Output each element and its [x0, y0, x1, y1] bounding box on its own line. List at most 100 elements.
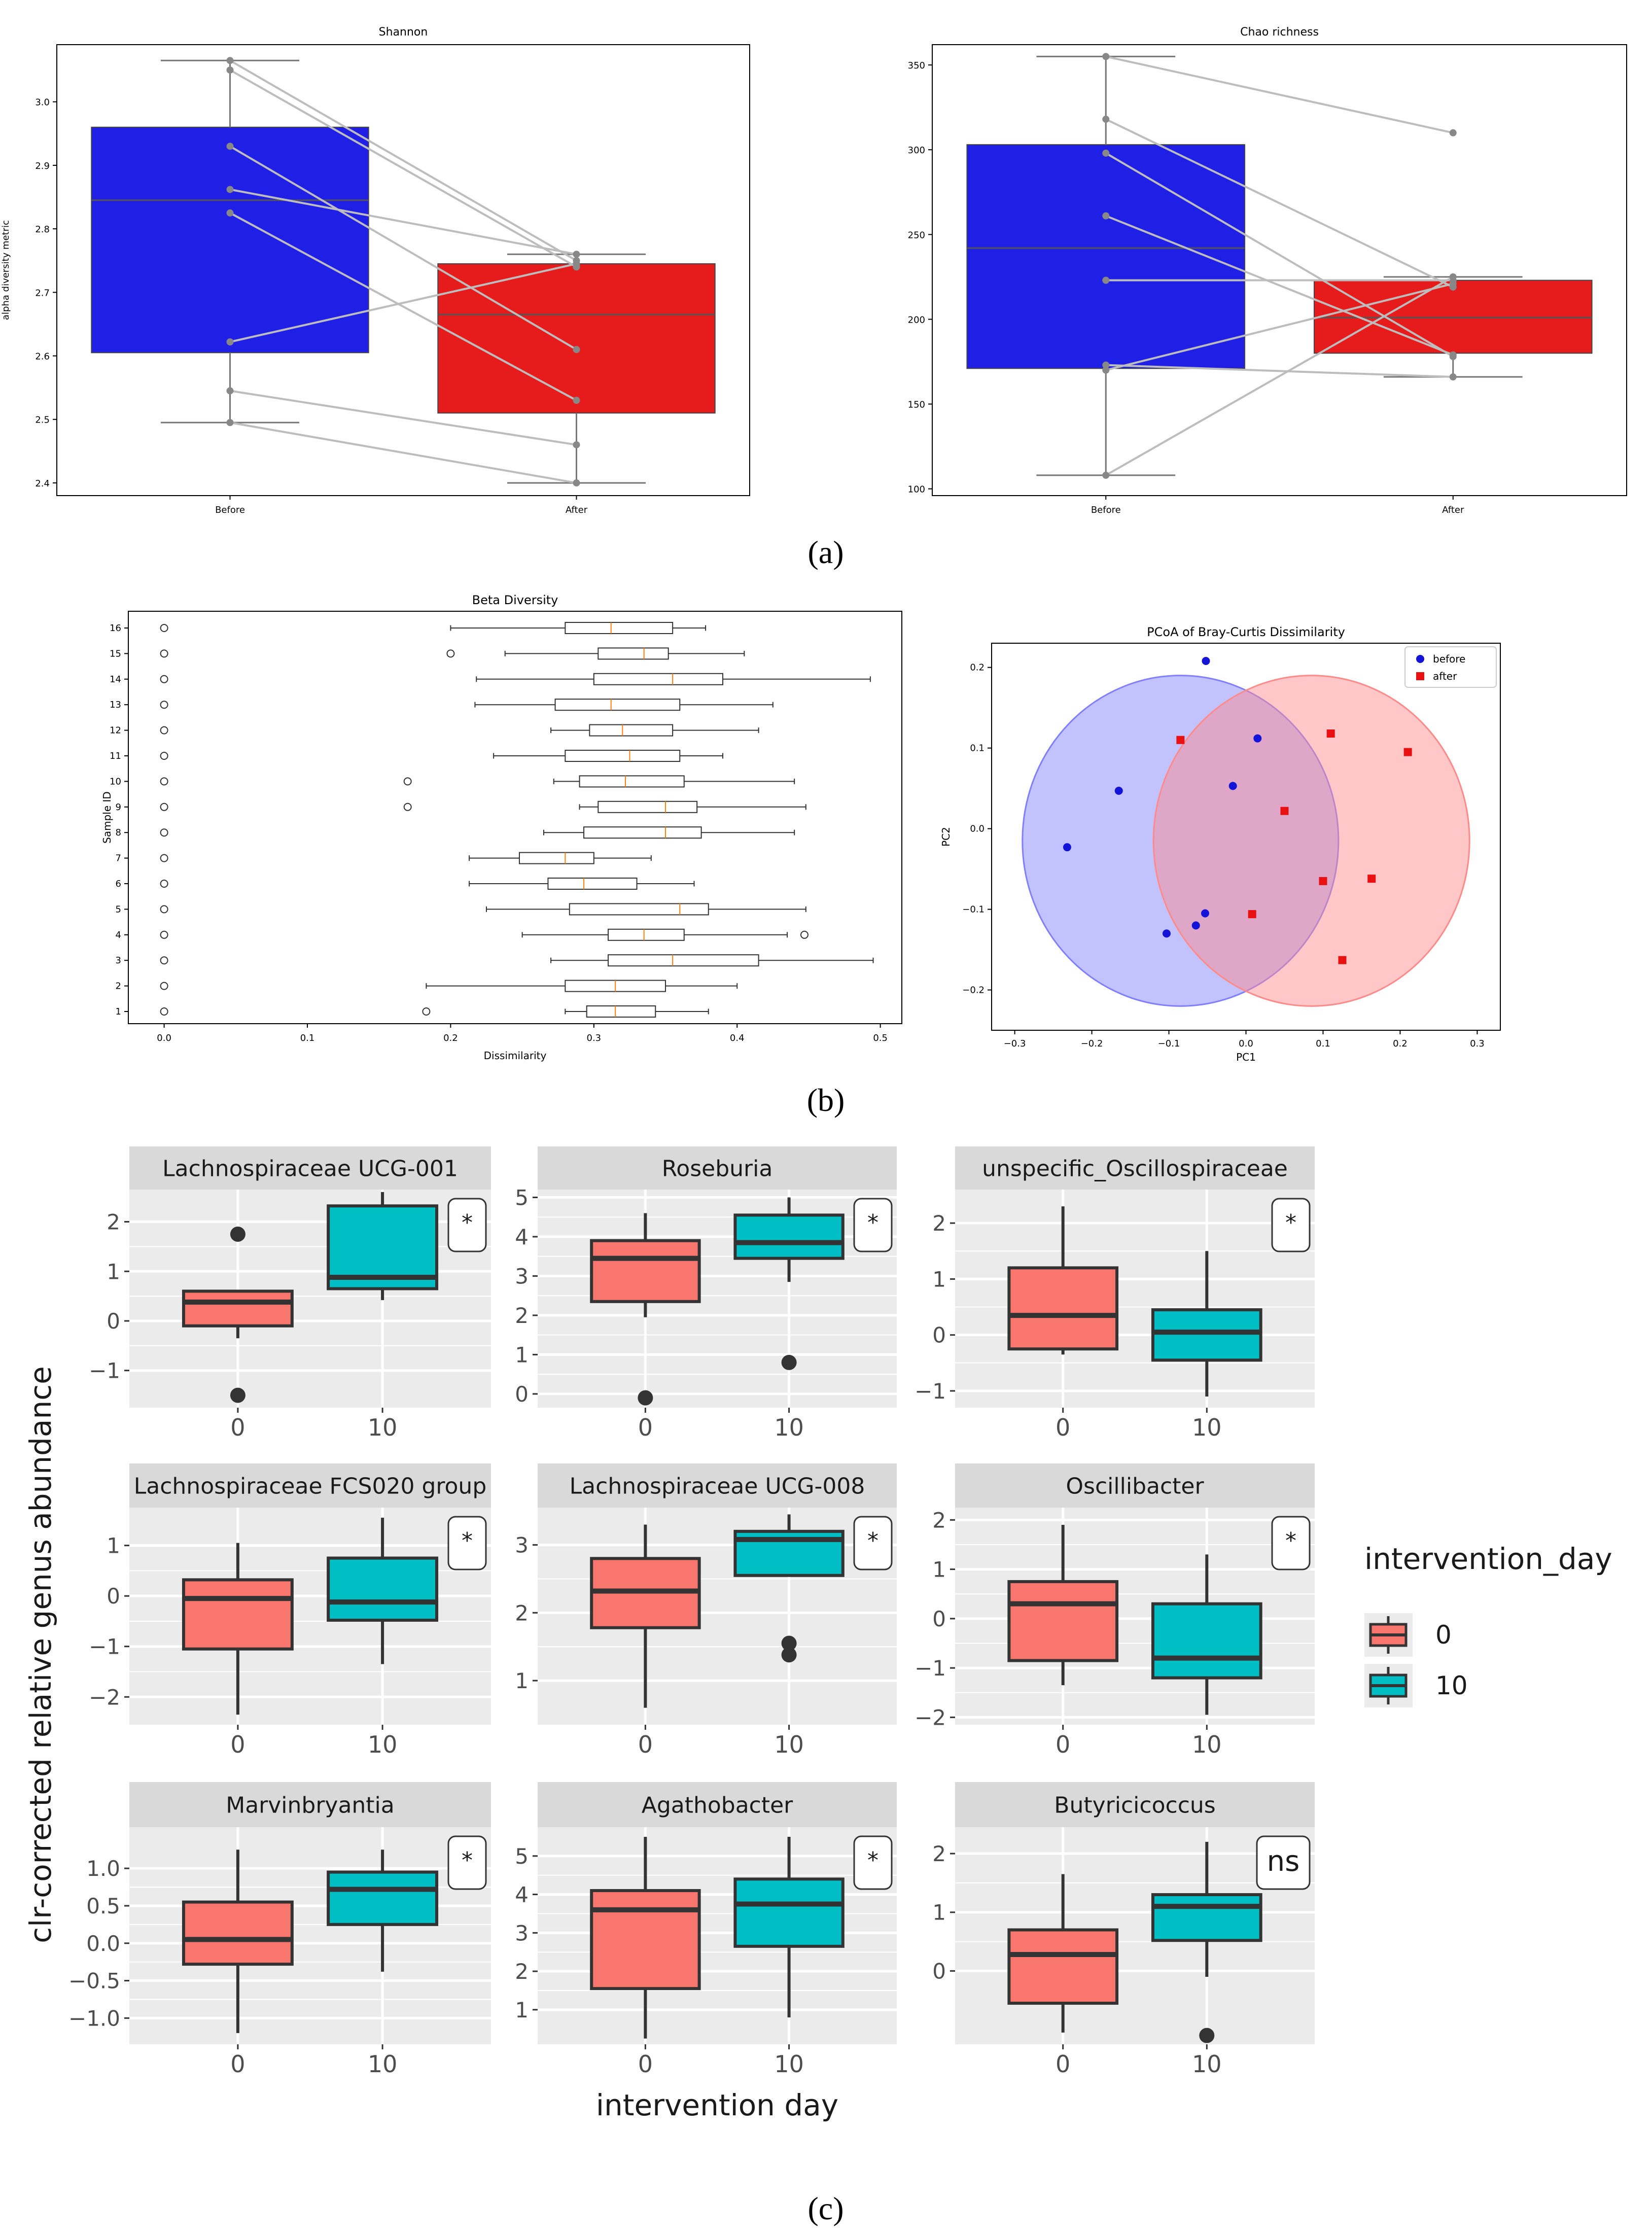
data-point [1449, 273, 1457, 281]
x-axis-label: PC1 [1236, 1051, 1256, 1063]
x-tick-label: 10 [368, 2050, 398, 2078]
caption-b: (b) [807, 1082, 845, 1118]
outlier [800, 930, 809, 939]
outlier [160, 675, 168, 683]
y-tick-label: 0.1 [970, 743, 985, 754]
y-tick-label: 3 [515, 1921, 529, 1945]
data-point [226, 143, 234, 150]
y-axis-label: Sample ID [101, 791, 113, 844]
significance-label-box [447, 1516, 487, 1571]
x-tick-label: 0 [230, 1414, 245, 1441]
y-tick-label: 2 [515, 1600, 529, 1625]
y-tick-label: 250 [908, 230, 925, 240]
paired-line [229, 145, 577, 351]
box [1007, 1928, 1119, 2005]
significance-label: * [867, 1528, 878, 1554]
paired-line [230, 263, 577, 343]
significance-label: * [867, 1847, 878, 1873]
outlier [446, 649, 455, 658]
y-tick-label: 5 [515, 1185, 529, 1210]
box [733, 1877, 845, 1948]
scatter-point-after [1338, 956, 1347, 964]
scatter-point-after [1319, 877, 1327, 885]
y-tick-label: 200 [908, 315, 925, 325]
data-point [1102, 149, 1110, 157]
scatter-point-after [1326, 729, 1335, 738]
y-tick-label: −1 [89, 1358, 120, 1383]
chart-title: PCoA of Bray-Curtis Dissimilarity [1147, 625, 1345, 639]
scatter-point-before [1191, 921, 1200, 930]
plot-frame [128, 611, 902, 1024]
facet-title: Lachnospiraceae UCG-008 [570, 1474, 865, 1499]
data-point [226, 57, 234, 64]
y-axis-label: PC2 [940, 827, 952, 847]
significance-label-box [1271, 1516, 1311, 1571]
data-point [573, 479, 580, 486]
y-tick-label: 2 [515, 1959, 529, 1984]
y-tick-label: −2 [915, 1705, 946, 1730]
outlier [781, 1354, 797, 1370]
scatter-point-before [1114, 786, 1123, 795]
significance-label: ns [1267, 1845, 1300, 1878]
y-tick-label: 0 [932, 1607, 946, 1631]
legend-box [1404, 646, 1497, 688]
data-point [573, 346, 580, 354]
y-axis-label: alpha diversity metric [1, 220, 11, 320]
x-tick-label: After [1442, 505, 1464, 515]
y-tick-label: −1 [915, 1379, 946, 1404]
significance-label: * [1285, 1210, 1296, 1236]
y-tick-label: 2.9 [35, 161, 50, 171]
paired-line [229, 69, 577, 268]
facet-title: Butyricicoccus [1054, 1793, 1215, 1819]
paired-line [1105, 276, 1454, 476]
paired-line [1105, 215, 1454, 356]
y-tick-label: 10 [110, 776, 121, 787]
box [1007, 1266, 1119, 1351]
y-tick-label: 2 [116, 981, 121, 992]
outlier [160, 982, 168, 990]
group-circle-after [1152, 675, 1470, 1007]
box [554, 699, 681, 711]
paired-line [1105, 55, 1454, 134]
x-tick-label: 0 [1056, 1414, 1070, 1441]
chart-title: Chao richness [1240, 26, 1319, 39]
y-tick-label: 5 [515, 1844, 529, 1869]
facet-strip [538, 1146, 897, 1190]
y-tick-label: 0 [515, 1382, 529, 1407]
x-axis-label: Dissimilarity [484, 1050, 547, 1062]
x-tick-label: 0.1 [1316, 1038, 1330, 1049]
facet-strip [129, 1782, 491, 1827]
y-tick-label: 2 [515, 1303, 529, 1328]
legend-label: before [1433, 653, 1465, 665]
x-tick-label: 0.4 [730, 1033, 745, 1043]
y-tick-label: 0 [107, 1309, 120, 1334]
y-tick-label: 2 [932, 1508, 946, 1532]
y-tick-label: 2 [107, 1210, 120, 1235]
paired-line [1105, 152, 1454, 358]
chart-title: Beta Diversity [472, 593, 558, 607]
facet-strip [538, 1782, 897, 1827]
data-point [226, 186, 234, 193]
y-tick-label: 1 [515, 1668, 529, 1693]
significance-label-box [1256, 1835, 1311, 1890]
y-tick-label: 15 [110, 648, 121, 659]
outlier [230, 1226, 245, 1242]
legend-label: 0 [1435, 1620, 1452, 1650]
scatter-point-after [1403, 748, 1412, 756]
significance-label-box [447, 1835, 487, 1890]
facet-title: Agathobacter [642, 1793, 793, 1819]
y-tick-label: −0.1 [962, 904, 985, 915]
data-point [573, 260, 580, 267]
facet-title: Marvinbryantia [226, 1793, 395, 1819]
box [583, 826, 702, 839]
box [966, 144, 1246, 369]
x-tick-label: 0.0 [157, 1033, 171, 1043]
outlier [422, 1007, 431, 1016]
data-point [226, 387, 234, 395]
significance-label-box [1271, 1198, 1311, 1252]
y-tick-label: 1 [932, 1267, 946, 1292]
y-tick-label: 11 [110, 751, 121, 761]
y-tick-label: 0.2 [970, 662, 985, 673]
y-tick-label: 6 [116, 879, 121, 889]
